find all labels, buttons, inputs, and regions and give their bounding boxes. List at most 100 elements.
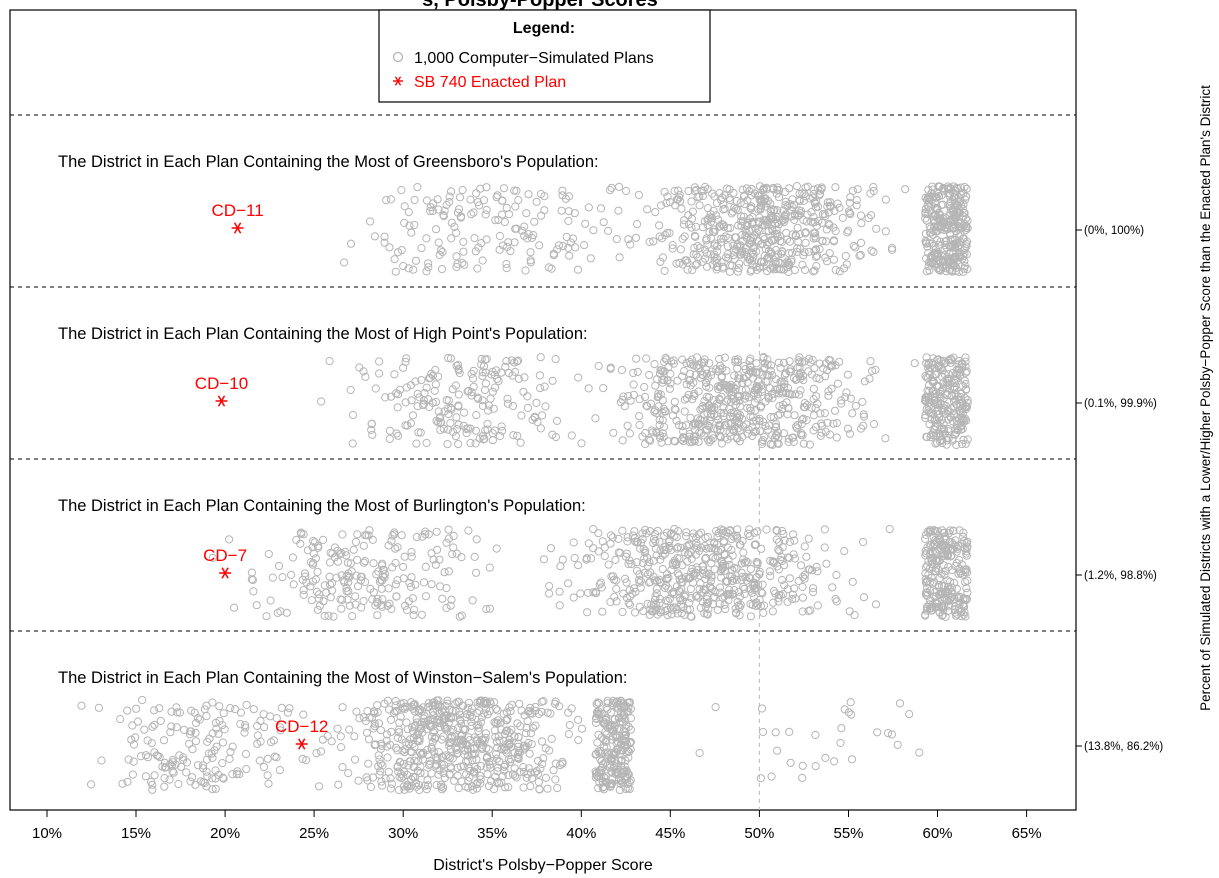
simulated-point xyxy=(740,584,749,594)
simulated-point xyxy=(355,363,364,372)
simulated-point xyxy=(868,366,877,375)
simulated-point xyxy=(950,594,959,604)
simulated-point xyxy=(749,391,758,400)
simulated-point xyxy=(486,394,495,403)
simulated-point xyxy=(784,258,793,267)
simulated-point xyxy=(745,214,754,223)
simulated-point xyxy=(816,431,825,440)
simulated-point xyxy=(345,725,354,734)
simulated-point xyxy=(408,411,418,420)
simulated-point xyxy=(325,357,334,366)
simulated-point xyxy=(374,751,383,760)
simulated-point xyxy=(412,533,421,542)
simulated-point xyxy=(856,250,865,260)
simulated-point xyxy=(369,559,378,568)
simulated-point xyxy=(520,222,529,231)
simulated-point xyxy=(775,401,784,411)
simulated-point xyxy=(715,583,725,592)
simulated-point xyxy=(359,596,368,606)
x-tick-label: 35% xyxy=(477,825,507,842)
simulated-point xyxy=(191,728,200,738)
simulated-point xyxy=(642,401,651,410)
simulated-point xyxy=(394,725,403,734)
simulated-point xyxy=(705,422,714,431)
simulated-point xyxy=(166,728,175,737)
simulated-point xyxy=(805,440,815,449)
simulated-point xyxy=(364,759,373,768)
simulated-point xyxy=(442,603,451,613)
simulated-point xyxy=(519,387,528,396)
simulated-point xyxy=(402,354,411,363)
simulated-point xyxy=(763,371,772,380)
simulated-point xyxy=(420,781,429,790)
x-axis-title: District's Polsby−Popper Score xyxy=(433,857,653,874)
simulated-point xyxy=(645,370,654,380)
simulated-point xyxy=(621,715,630,724)
simulated-point xyxy=(482,183,491,192)
simulated-point xyxy=(635,395,644,404)
simulated-point xyxy=(807,208,816,217)
simulated-point xyxy=(601,715,611,724)
simulated-point xyxy=(812,373,821,383)
simulated-point xyxy=(203,737,212,747)
simulated-point xyxy=(361,577,370,587)
simulated-point xyxy=(853,185,862,194)
simulated-point xyxy=(614,724,624,734)
simulated-point xyxy=(686,548,695,557)
simulated-point xyxy=(199,764,208,773)
simulated-point xyxy=(928,182,937,191)
simulated-point xyxy=(826,202,835,212)
simulated-point xyxy=(479,435,488,444)
simulated-point xyxy=(407,547,416,557)
simulated-point xyxy=(851,401,861,410)
simulated-point xyxy=(411,377,420,386)
simulated-point xyxy=(795,390,804,399)
simulated-point xyxy=(691,261,700,270)
simulated-point xyxy=(697,416,706,425)
simulated-point xyxy=(477,354,486,364)
simulated-point xyxy=(963,435,972,444)
simulated-point xyxy=(934,531,943,540)
simulated-point xyxy=(252,601,261,610)
simulated-point xyxy=(726,380,735,389)
simulated-point xyxy=(427,580,436,589)
simulated-point xyxy=(409,763,419,772)
simulated-point xyxy=(925,266,934,275)
simulated-point xyxy=(623,746,633,756)
simulated-point xyxy=(486,777,496,786)
simulated-point xyxy=(434,238,443,247)
simulated-point xyxy=(867,246,876,255)
simulated-point xyxy=(949,249,958,258)
simulated-point xyxy=(768,607,778,616)
simulated-point xyxy=(752,368,761,377)
simulated-point xyxy=(950,240,959,249)
simulated-point xyxy=(731,397,741,406)
simulated-point xyxy=(415,781,424,790)
simulated-point xyxy=(943,391,952,400)
simulated-point xyxy=(513,431,522,440)
simulated-point xyxy=(418,728,427,737)
simulated-point xyxy=(288,553,297,562)
simulated-point xyxy=(758,436,768,445)
simulated-point xyxy=(725,526,734,535)
simulated-point xyxy=(723,528,732,537)
simulated-point xyxy=(383,753,392,762)
simulated-point xyxy=(746,255,755,264)
simulated-point xyxy=(202,712,211,721)
simulated-point xyxy=(681,532,691,541)
simulated-point xyxy=(723,250,732,259)
simulated-point xyxy=(312,587,321,597)
simulated-point xyxy=(933,419,942,428)
simulated-point xyxy=(476,771,485,780)
simulated-point xyxy=(150,748,159,757)
simulated-point xyxy=(629,390,639,399)
simulated-point xyxy=(716,525,726,534)
simulated-point xyxy=(392,389,401,398)
simulated-point xyxy=(728,590,737,599)
simulated-point xyxy=(869,186,878,196)
simulated-point xyxy=(447,187,456,196)
simulated-point xyxy=(439,211,448,220)
simulated-point xyxy=(781,259,790,268)
simulated-point xyxy=(410,756,419,765)
simulated-point xyxy=(665,384,675,393)
